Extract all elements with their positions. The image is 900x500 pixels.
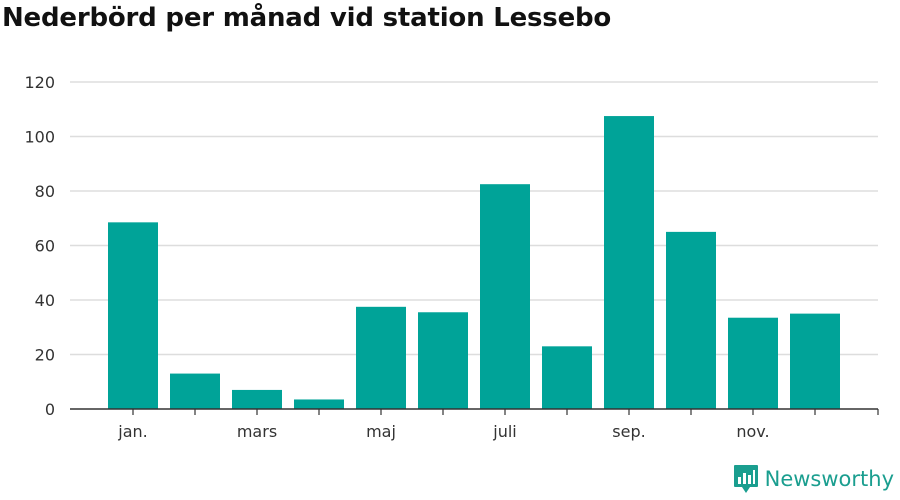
y-tick-label-60: 60 <box>35 237 55 256</box>
bar-okt. <box>666 231 716 409</box>
bar-juli <box>480 184 530 409</box>
y-tick-label-100: 100 <box>24 128 55 147</box>
y-tick-label-0: 0 <box>45 400 55 419</box>
y-tick-label-120: 120 <box>24 73 55 92</box>
newsworthy-bar-chart-icon <box>733 465 758 493</box>
y-tick-label-20: 20 <box>35 346 55 365</box>
x-tick-label-maj: maj <box>366 422 396 441</box>
chart-title: Nederbörd per månad vid station Lessebo <box>2 3 612 33</box>
gridlines <box>70 81 878 356</box>
newsworthy-logo: Newsworthy <box>733 464 894 494</box>
bar-jan. <box>108 222 158 409</box>
y-axis-ticks: 0 20 40 60 80 100 120 <box>24 73 55 419</box>
bar-apr. <box>294 399 344 409</box>
x-tick-label-mars: mars <box>237 422 277 441</box>
x-tick-label-nov.: nov. <box>736 422 769 441</box>
bars <box>108 116 840 409</box>
newsworthy-wordmark: Newsworthy <box>764 467 894 491</box>
x-tick-label-sep.: sep. <box>612 422 645 441</box>
y-tick-label-80: 80 <box>35 182 55 201</box>
bar-dec. <box>790 313 840 409</box>
bar-feb. <box>170 373 220 409</box>
bar-mars <box>232 389 282 409</box>
x-axis: jan. mars maj juli sep. nov. <box>70 408 879 441</box>
x-tick-label-jan.: jan. <box>117 422 147 441</box>
bar-sep. <box>604 116 654 409</box>
bar-aug. <box>542 346 592 409</box>
bar-juni <box>418 312 468 409</box>
x-tick-label-juli: juli <box>492 422 516 441</box>
bar-nov. <box>728 317 778 409</box>
y-tick-label-40: 40 <box>35 291 55 310</box>
bar-maj <box>356 306 406 409</box>
